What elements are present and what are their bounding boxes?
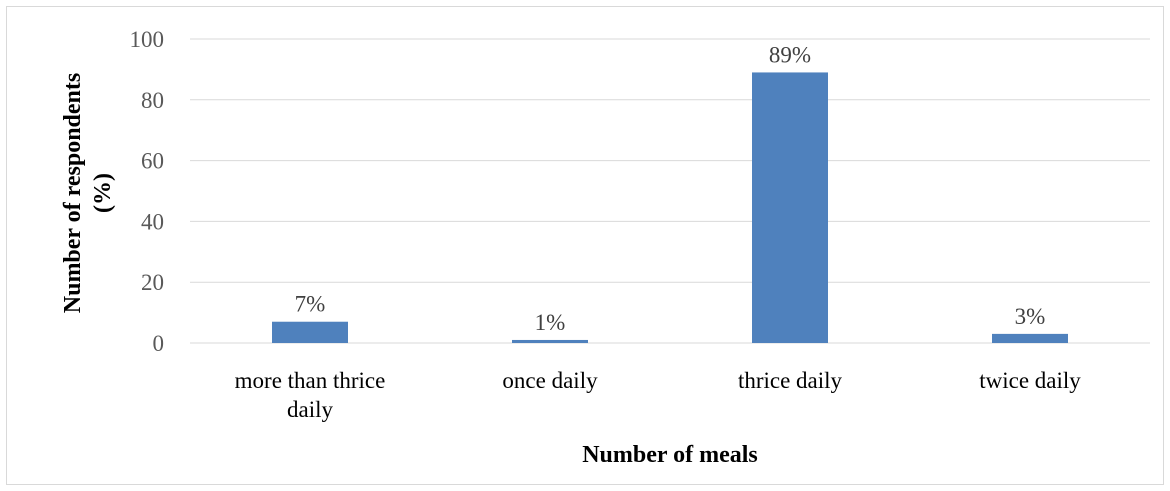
- bar: [992, 333, 1068, 343]
- x-tick-label: thrice daily: [738, 368, 843, 393]
- x-tick-label: more than thrice: [235, 368, 386, 393]
- data-label: 3%: [1015, 304, 1046, 329]
- y-tick-label: 20: [141, 270, 164, 295]
- data-label: 1%: [535, 310, 566, 335]
- x-tick-label: once daily: [502, 368, 598, 393]
- data-label: 7%: [295, 292, 326, 317]
- x-axis-title: Number of meals: [582, 442, 758, 468]
- y-axis-title-line: Number of respondents: [60, 73, 86, 313]
- y-tick-label: 100: [130, 27, 165, 52]
- bar: [272, 321, 348, 343]
- labels: 0 20 40 60 80 100 7% more than thrice daily 1% onc…: [130, 27, 1082, 422]
- y-axis-title-line: (%): [90, 173, 116, 213]
- y-tick-label: 0: [153, 331, 165, 356]
- x-tick-label: twice daily: [979, 368, 1081, 393]
- bar: [512, 339, 588, 343]
- data-label: 89%: [769, 42, 811, 67]
- x-tick-label: daily: [287, 397, 333, 422]
- bars: [272, 72, 1068, 343]
- bar: [752, 72, 828, 343]
- y-tick-label: 80: [141, 88, 164, 113]
- y-tick-label: 60: [141, 149, 164, 174]
- y-tick-label: 40: [141, 209, 164, 234]
- chart-frame: [6, 6, 1164, 485]
- gridlines: [190, 38, 1150, 344]
- y-axis-title: Number of respondents (%): [60, 73, 116, 313]
